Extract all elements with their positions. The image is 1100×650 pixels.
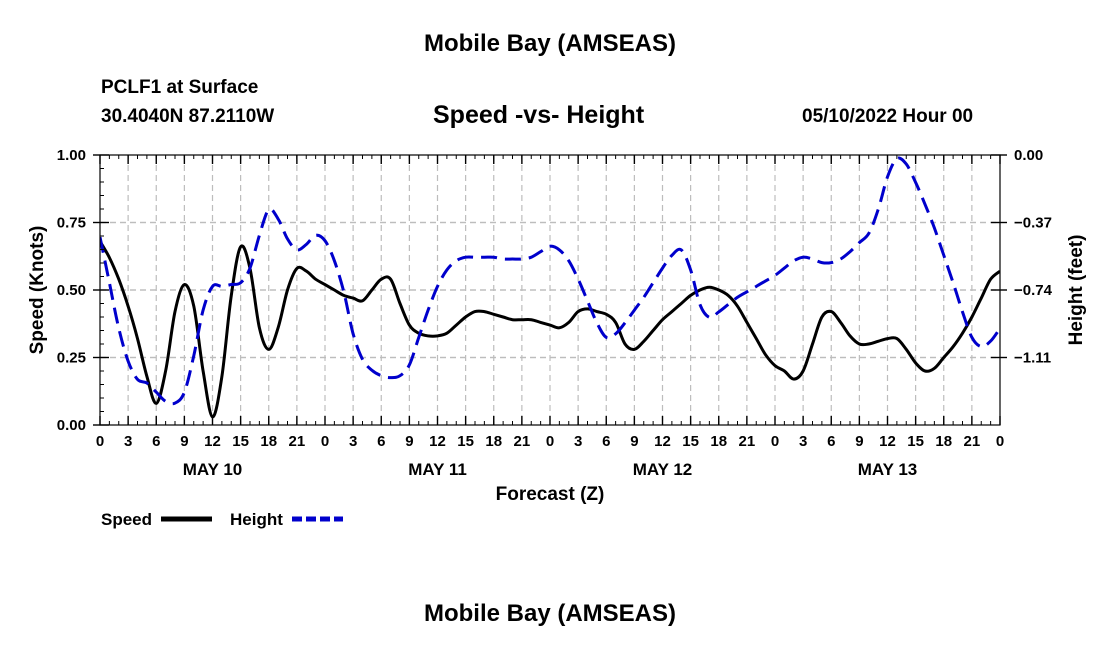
y-tick-label: 1.00 [57,147,86,164]
legend: Speed Height [101,510,343,529]
x-tick-label: 9 [630,433,638,450]
x-tick-label: 21 [739,433,756,450]
series-line-speed [100,240,1000,419]
x-tick-label: 0 [771,433,779,450]
y2-tick-label: 0.00 [1014,147,1043,164]
x-tick-label: 12 [654,433,671,450]
series-line-height [100,156,1000,406]
grid-lines [100,155,1000,425]
x-tick-label: 3 [574,433,582,450]
x-tick-label: 9 [405,433,413,450]
x-tick-label: 15 [457,433,474,450]
x-tick-label: 0 [996,433,1004,450]
x-tick-label: 12 [879,433,896,450]
series-layer [100,156,1000,419]
x-tick-label: 0 [546,433,554,450]
y-tick-label: 0.75 [57,215,86,232]
y2-tick-label: −0.74 [1014,282,1053,299]
x-tick-label: 6 [377,433,385,450]
x-tick-label: 12 [429,433,446,450]
x-tick-label: 21 [514,433,531,450]
legend-label-height: Height [230,510,283,529]
chart-subtitle: Speed -vs- Height [433,101,645,129]
x-tick-label: 9 [855,433,863,450]
y2-tick-label: −0.37 [1014,215,1052,232]
axes: 0 3 6 9 12 15 18 21 0 3 6 9 12 15 18 21 0 3 6 9 12 15 18 21 0 3 6 9… [57,147,1053,479]
x-tick-label: 18 [710,433,727,450]
date-label: MAY 10 [183,460,243,479]
y-tick-label: 0.50 [57,282,86,299]
date-label: MAY 11 [408,460,467,479]
x-tick-label: 6 [827,433,835,450]
x-tick-label: 21 [964,433,981,450]
x-tick-label: 15 [907,433,924,450]
x-tick-label: 15 [682,433,699,450]
date-label: MAY 13 [858,460,918,479]
x-tick-label: 0 [321,433,329,450]
x-tick-label: 15 [232,433,249,450]
x-tick-label: 6 [152,433,160,450]
coordinates-label: 30.4040N 87.2110W [101,106,275,127]
y-tick-label: 0.00 [57,417,86,434]
x-tick-label: 18 [485,433,502,450]
forecast-datetime: 05/10/2022 Hour 00 [802,106,974,127]
x-tick-label: 18 [260,433,277,450]
y2-tick-label: −1.11 [1014,350,1051,367]
x-tick-label: 12 [204,433,221,450]
legend-label-speed: Speed [101,510,152,529]
x-tick-label: 21 [289,433,306,450]
y-tick-label: 0.25 [57,350,86,367]
station-label: PCLF1 at Surface [101,77,259,98]
date-label: MAY 12 [633,460,693,479]
y-axis-label: Speed (Knots) [27,226,48,355]
y2-axis-label: Height (feet) [1066,235,1087,346]
x-tick-label: 9 [180,433,188,450]
x-tick-label: 3 [349,433,357,450]
chart-title: Mobile Bay (AMSEAS) [423,30,677,57]
x-tick-label: 6 [602,433,610,450]
x-tick-label: 18 [935,433,952,450]
footer-title: Mobile Bay (AMSEAS) [423,600,677,627]
x-axis-label: Forecast (Z) [496,484,605,505]
x-tick-label: 3 [799,433,807,450]
x-tick-label: 3 [124,433,132,450]
x-tick-label: 0 [96,433,104,450]
